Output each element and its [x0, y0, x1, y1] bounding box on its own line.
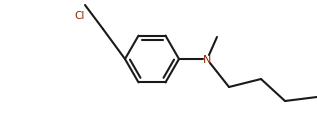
Text: Cl: Cl [75, 11, 85, 21]
Text: N: N [203, 55, 211, 64]
